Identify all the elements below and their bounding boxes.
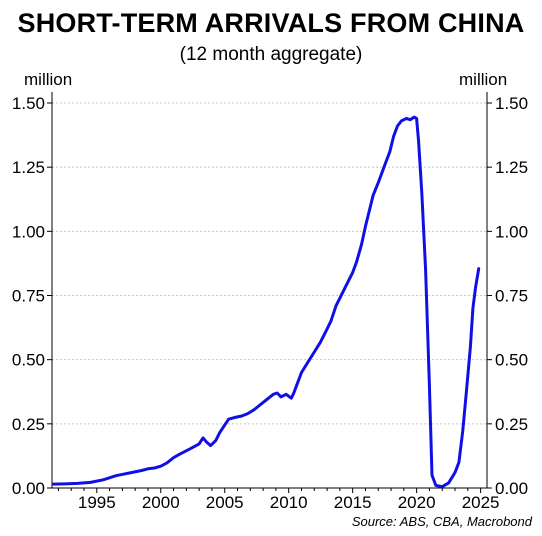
y-tick-label-left: 1.25 xyxy=(12,158,45,177)
y-axis-unit-right: million xyxy=(459,70,508,89)
y-tick-label-right: 0.00 xyxy=(495,479,528,498)
y-tick-label-right: 0.75 xyxy=(495,287,528,306)
y-tick-label-right: 0.50 xyxy=(495,351,528,370)
series-group xyxy=(51,115,481,489)
y-tick-label-left: 0.50 xyxy=(12,351,45,370)
y-tick-label-left: 1.00 xyxy=(12,222,45,241)
y-tick-label-left: 0.00 xyxy=(12,479,45,498)
y-tick-label-left: 1.50 xyxy=(12,94,45,113)
gridlines xyxy=(52,102,487,425)
chart-subtitle: (12 month aggregate) xyxy=(179,44,363,65)
x-axis: 1995 2000 2005 2010 2015 2020 2025 xyxy=(57,488,500,512)
y-axis-left: 0.00 0.25 0.50 0.75 1.00 1.25 1.50 xyxy=(12,94,52,498)
x-tick-label: 2015 xyxy=(334,493,372,512)
y-tick-label-left: 0.25 xyxy=(12,415,45,434)
y-axis-unit-left: million xyxy=(24,70,73,89)
x-tick-label: 2020 xyxy=(398,493,436,512)
x-tick-label: 2005 xyxy=(206,493,244,512)
y-tick-label-right: 1.25 xyxy=(495,158,528,177)
y-tick-label-right: 1.50 xyxy=(495,94,528,113)
x-tick-label: 2010 xyxy=(270,493,308,512)
plot-frame xyxy=(51,92,488,489)
y-tick-label-right: 1.00 xyxy=(495,222,528,241)
x-tick-label: 2000 xyxy=(142,493,180,512)
y-axis-right: 0.00 0.25 0.50 0.75 1.00 1.25 1.50 xyxy=(487,94,528,498)
source-note: Source: ABS, CBA, Macrobond xyxy=(351,514,532,529)
y-tick-label-left: 0.75 xyxy=(12,287,45,306)
chart-title: SHORT-TERM ARRIVALS FROM CHINA xyxy=(17,8,525,38)
x-tick-label: 1995 xyxy=(78,493,116,512)
series-line xyxy=(51,115,481,489)
y-tick-label-right: 0.25 xyxy=(495,415,528,434)
x-tick-label: 2025 xyxy=(462,493,500,512)
